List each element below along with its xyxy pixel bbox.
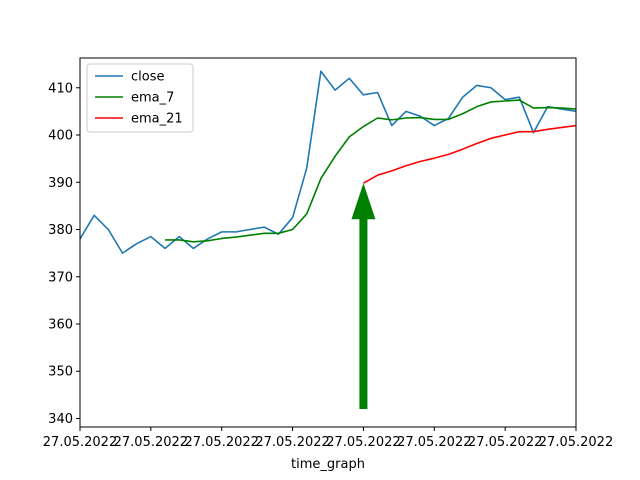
plot-area [79,70,577,254]
y-tick-label: 380 [48,223,73,238]
y-tick-label: 370 [48,270,73,285]
x-tick-label: 27.05.2022 [326,435,400,450]
x-tick-label: 27.05.2022 [468,435,542,450]
y-tick-label: 400 [48,129,73,144]
series-line-ema-7 [165,99,577,243]
x-tick-label: 27.05.2022 [397,435,471,450]
annotation-arrow [351,183,376,410]
x-axis: 27.05.202227.05.202227.05.202227.05.2022… [43,427,613,450]
x-tick-label: 27.05.2022 [43,435,117,450]
legend: close ema_7 ema_21 [86,63,194,133]
y-tick-label: 360 [48,318,73,333]
x-tick-label: 27.05.2022 [539,435,613,450]
annotations [351,183,376,410]
x-tick-label: 27.05.2022 [255,435,329,450]
x-tick-label: 27.05.2022 [184,435,258,450]
y-tick-label: 350 [48,365,73,380]
legend-label-ema-21: ema_21 [131,112,183,127]
x-tick-label: 27.05.2022 [114,435,188,450]
y-tick-label: 340 [48,412,73,427]
y-tick-label: 410 [48,81,73,96]
x-axis-title: time_graph [291,457,365,472]
legend-label-close: close [131,70,164,85]
axes-frame [79,57,577,428]
y-axis: 340 350 360 370 380 390 400 410 [48,81,80,427]
series-line-close [79,70,577,254]
legend-box [86,63,194,133]
y-tick-label: 390 [48,176,73,191]
legend-label-ema-7: ema_7 [131,91,174,106]
series-line-ema-21 [363,124,577,184]
